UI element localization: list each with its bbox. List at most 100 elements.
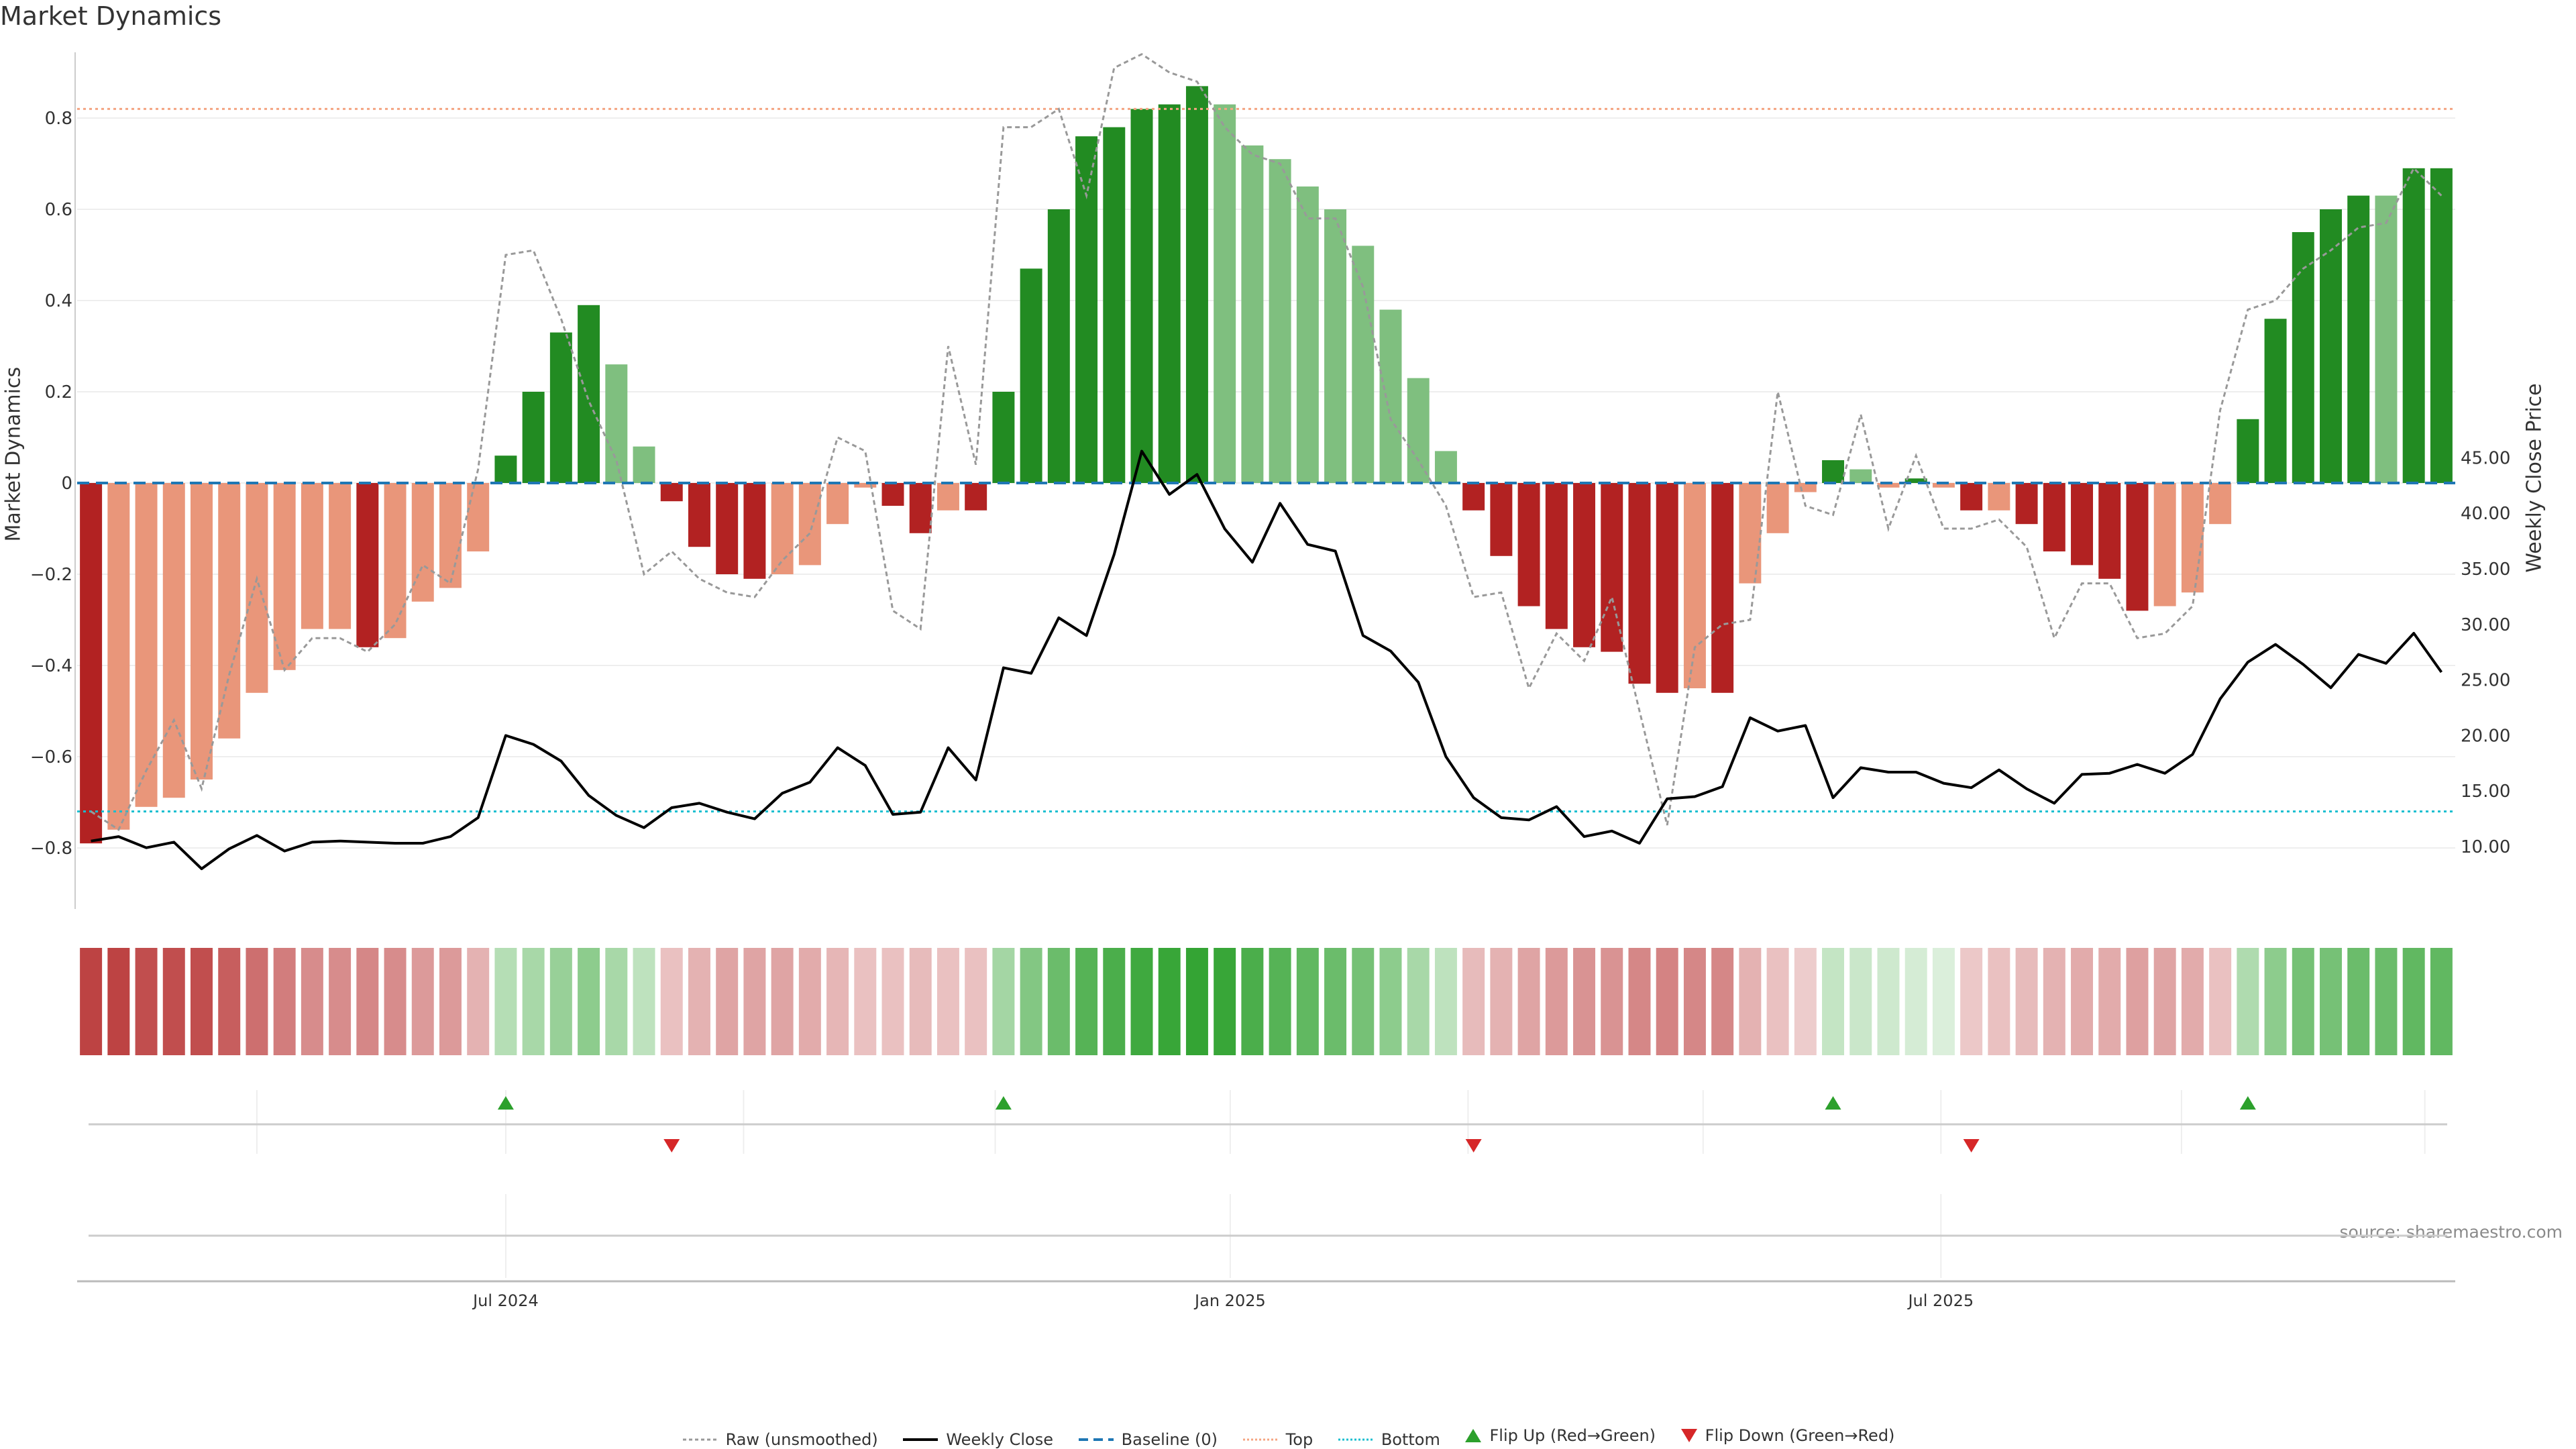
strip-cell: [439, 948, 462, 1055]
strip-cell: [1822, 948, 1845, 1055]
bar: [1158, 104, 1181, 484]
legend-item-close: Weekly Close: [902, 1430, 1053, 1449]
strip-cell: [162, 948, 185, 1055]
bar: [2264, 319, 2287, 483]
strip-cell: [1601, 948, 1623, 1055]
right-tick-label: 30.00: [2461, 615, 2510, 635]
left-tick-label: −0.4: [30, 656, 72, 676]
right-tick-label: 25.00: [2461, 671, 2510, 691]
strip-cell: [2098, 948, 2121, 1055]
legend: Raw (unsmoothed) Weekly Close Baseline (…: [0, 1426, 2576, 1449]
strip-cell: [1849, 948, 1872, 1055]
bar: [494, 455, 517, 483]
left-tick-label: 0.4: [45, 291, 72, 311]
strip-cell: [1988, 948, 2010, 1055]
right-tick-label: 45.00: [2461, 448, 2510, 468]
right-tick-label: 10.00: [2461, 837, 2510, 857]
raw-series-line: [90, 53, 2443, 832]
strip-cell: [1656, 948, 1678, 1055]
bar: [2015, 483, 2038, 525]
source-note: source: sharemaestro.com: [2339, 1222, 2563, 1242]
bar: [633, 446, 655, 483]
strip-cell: [992, 948, 1015, 1055]
strip-cell: [1241, 948, 1264, 1055]
bar: [1020, 268, 1042, 483]
bar: [2126, 483, 2149, 611]
strip-cell: [107, 948, 130, 1055]
bar: [1766, 483, 1789, 533]
bar: [1269, 159, 1291, 483]
legend-item-flipdown: Flip Down (Green→Red): [1680, 1426, 1894, 1445]
strip-cell: [1794, 948, 1817, 1055]
bar: [162, 483, 185, 798]
x-tick-label: Jul 2025: [1907, 1291, 1974, 1310]
strip-cell: [2071, 948, 2094, 1055]
bar: [1601, 483, 1623, 652]
bar: [522, 392, 545, 483]
bar: [1214, 104, 1236, 484]
strip-cell: [494, 948, 517, 1055]
strip-cell: [1517, 948, 1540, 1055]
strip-cell: [191, 948, 213, 1055]
strip-cell: [578, 948, 600, 1055]
strip-cell: [2181, 948, 2204, 1055]
strip-cell: [1739, 948, 1762, 1055]
strip-cell: [633, 948, 655, 1055]
flip-up-marker: [995, 1096, 1012, 1110]
legend-label-flipup: Flip Up (Red→Green): [1489, 1426, 1656, 1445]
bar: [2375, 195, 2398, 483]
strip-cell: [329, 948, 352, 1055]
right-tick-label: 40.00: [2461, 504, 2510, 524]
bar: [1932, 483, 1955, 488]
strip-cell: [273, 948, 296, 1055]
bar: [1517, 483, 1540, 606]
strip-cell: [1960, 948, 1983, 1055]
strip-cell: [246, 948, 268, 1055]
bar: [881, 483, 904, 506]
strip-cell: [881, 948, 904, 1055]
strip-cell: [411, 948, 434, 1055]
bar: [2209, 483, 2232, 525]
bar: [273, 483, 296, 670]
right-tick-label: 15.00: [2461, 782, 2510, 802]
strip-cell: [1103, 948, 1126, 1055]
right-tick-label: 35.00: [2461, 559, 2510, 580]
bar: [1877, 483, 1900, 488]
strip-cell: [218, 948, 241, 1055]
strip-cell: [467, 948, 490, 1055]
bar: [1379, 309, 1402, 483]
bar: [909, 483, 932, 533]
strip-cell: [1434, 948, 1457, 1055]
left-tick-label: 0.8: [45, 109, 72, 129]
strip-cell: [1462, 948, 1485, 1055]
strip-cell: [965, 948, 987, 1055]
strip-cell: [2015, 948, 2038, 1055]
left-tick-label: −0.6: [30, 747, 72, 767]
legend-item-baseline: Baseline (0): [1077, 1430, 1218, 1449]
bar: [1739, 483, 1762, 584]
bar: [1407, 378, 1430, 483]
strip-cell: [1185, 948, 1208, 1055]
bar: [1573, 483, 1596, 647]
bar: [1434, 451, 1457, 483]
strip-cell: [1545, 948, 1568, 1055]
strip-cell: [384, 948, 407, 1055]
weekly-close-line: [91, 449, 2443, 871]
strip-cell: [936, 948, 959, 1055]
bar: [688, 483, 710, 547]
strip-cell: [301, 948, 323, 1055]
bar: [965, 483, 987, 511]
bar: [660, 483, 683, 502]
bar: [2153, 483, 2176, 606]
bar: [1656, 483, 1678, 693]
strip-cell: [1352, 948, 1375, 1055]
legend-label-raw: Raw (unsmoothed): [725, 1430, 878, 1449]
flip-up-marker: [1825, 1096, 1841, 1110]
bar: [356, 483, 379, 647]
strip-cell: [1047, 948, 1070, 1055]
legend-item-flipup: Flip Up (Red→Green): [1464, 1426, 1656, 1445]
strip-cell: [743, 948, 766, 1055]
bar: [992, 392, 1015, 483]
x-tick-label: Jul 2024: [472, 1291, 539, 1310]
strip-cell: [2264, 948, 2287, 1055]
